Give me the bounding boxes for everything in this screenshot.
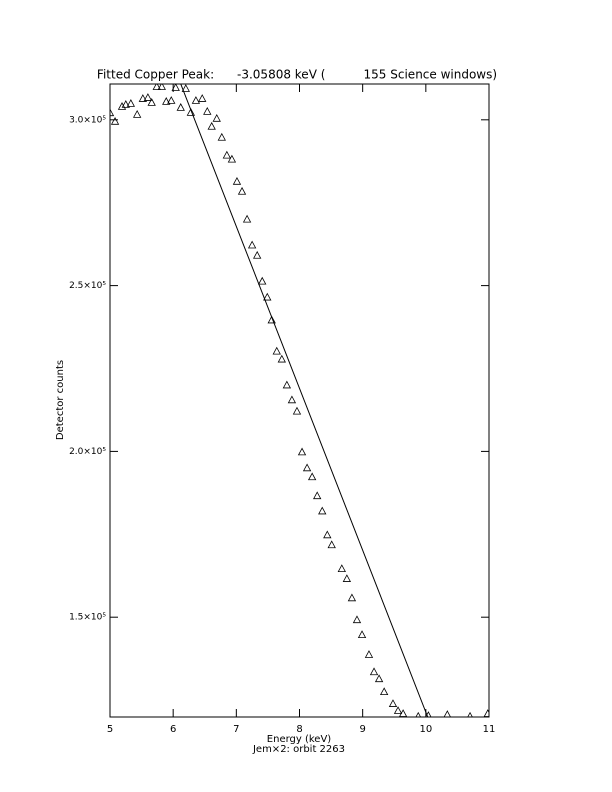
data-point (186, 108, 196, 116)
y-tick-label: 3.0×10⁵ (69, 115, 106, 125)
data-point (307, 472, 317, 481)
data-point (272, 346, 281, 355)
y-tick-label: 2.5×10⁵ (69, 281, 106, 291)
data-point (388, 699, 398, 707)
data-point (232, 176, 242, 185)
data-point (313, 491, 322, 500)
chart-title: Fitted Copper Peak: -3.05808 keV ( 155 S… (97, 68, 497, 82)
x-tick-label: 10 (419, 724, 432, 735)
plot-area (110, 84, 489, 717)
data-point (237, 186, 247, 195)
data-point (203, 107, 212, 115)
data-point (242, 214, 252, 223)
data-point (171, 84, 180, 91)
data-point (398, 709, 408, 717)
data-point (282, 380, 292, 389)
data-point (143, 93, 153, 101)
data-point (147, 98, 156, 106)
data-point (364, 650, 374, 658)
plot-frame (109, 83, 490, 718)
data-point (318, 506, 327, 515)
data-point (342, 574, 352, 582)
subtitle: Jem×2: orbit 2263 (252, 744, 345, 755)
data-point (152, 84, 161, 90)
data-point (110, 116, 120, 125)
data-point (121, 100, 130, 108)
data-point (415, 711, 422, 717)
data-point (277, 354, 286, 363)
data-point (198, 94, 207, 102)
data-point (247, 240, 257, 249)
data-point (374, 674, 384, 683)
y-tick-label: 1.5×10⁵ (69, 613, 106, 623)
data-point (347, 593, 357, 602)
data-point (117, 102, 127, 110)
data-point (110, 108, 115, 117)
data-point (297, 447, 307, 456)
data-point (132, 109, 142, 118)
data-point (483, 709, 489, 717)
data-point (323, 530, 332, 539)
data-point (263, 292, 272, 301)
data-point (258, 276, 267, 285)
data-point (267, 315, 276, 324)
data-point (167, 96, 176, 104)
data-point (292, 406, 302, 415)
data-point (327, 540, 336, 549)
data-point (302, 463, 312, 472)
fit-line (180, 84, 429, 717)
data-point (337, 564, 346, 573)
data-point (369, 667, 379, 676)
data-point (222, 150, 232, 159)
data-point (393, 706, 403, 714)
x-axis-label: Energy (keV) (267, 734, 332, 745)
y-axis-label: Detector counts (55, 360, 66, 440)
data-point (217, 132, 226, 141)
data-point (181, 84, 190, 92)
x-tick-label: 6 (170, 724, 176, 735)
data-point (176, 103, 185, 111)
data-point (126, 99, 136, 107)
data-point (357, 630, 367, 638)
data-point (287, 395, 297, 404)
y-tick-label: 2.0×10⁵ (69, 447, 106, 457)
data-point (191, 96, 201, 104)
data-point (207, 121, 216, 130)
data-point (212, 113, 221, 122)
data-point (467, 711, 473, 717)
data-point (162, 97, 171, 105)
data-point (157, 84, 166, 90)
data-point (138, 94, 148, 102)
data-point (443, 710, 451, 717)
x-tick-label: 5 (107, 724, 113, 735)
x-tick-label: 7 (233, 724, 239, 735)
data-point (227, 154, 237, 163)
data-point (352, 615, 362, 624)
x-tick-label: 8 (296, 724, 302, 735)
x-tick-label: 11 (483, 724, 496, 735)
data-point (253, 250, 262, 259)
x-tick-label: 9 (359, 724, 365, 735)
data-point (379, 687, 389, 696)
